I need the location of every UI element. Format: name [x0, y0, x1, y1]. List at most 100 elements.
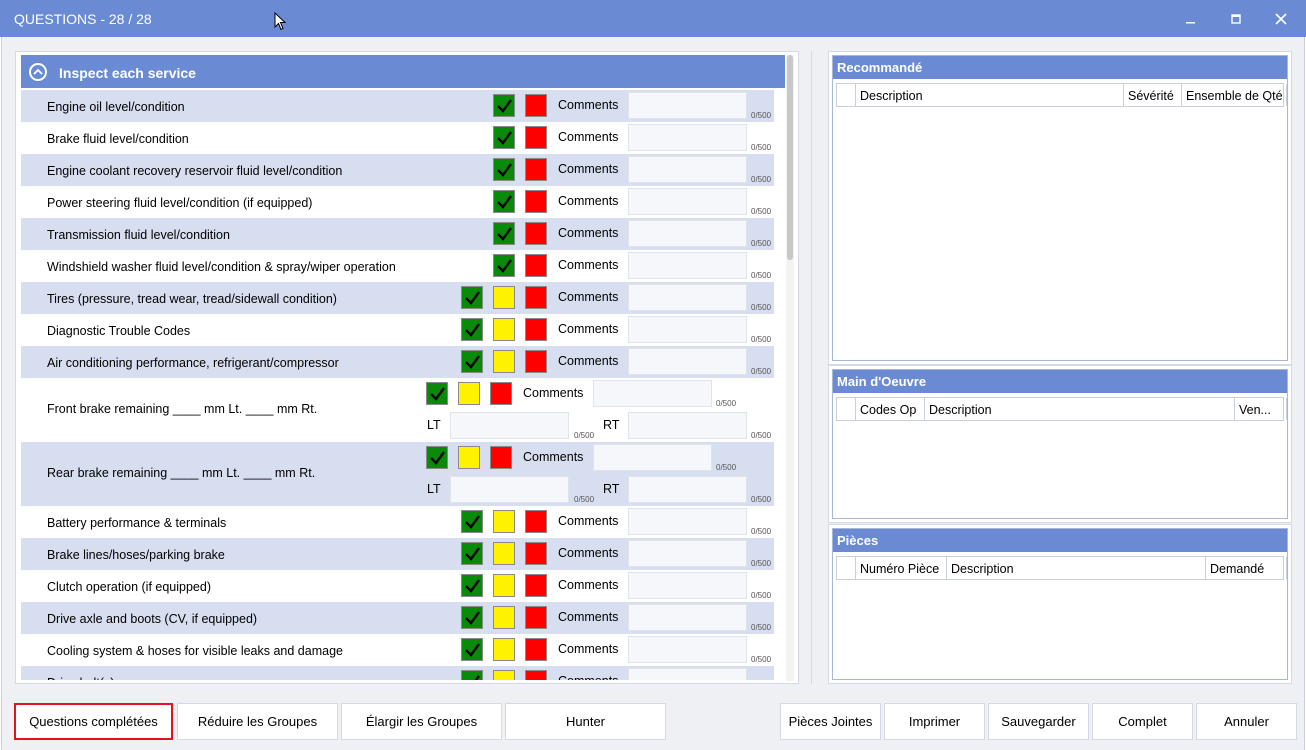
- attention-checkbox[interactable]: [493, 286, 515, 309]
- close-icon[interactable]: [1266, 7, 1296, 31]
- comments-input[interactable]: [628, 668, 747, 680]
- imprimer-button[interactable]: Imprimer: [884, 703, 985, 740]
- fail-checkbox[interactable]: [525, 222, 547, 245]
- column-header-description[interactable]: Description: [947, 557, 1206, 579]
- column-header-ven[interactable]: Ven...: [1235, 398, 1287, 420]
- comments-input[interactable]: [628, 252, 747, 279]
- pass-checkbox[interactable]: [493, 126, 515, 149]
- hunter-button[interactable]: Hunter: [505, 703, 666, 740]
- scrollbar-thumb[interactable]: [787, 55, 793, 260]
- comments-input[interactable]: [628, 92, 747, 119]
- annuler-button[interactable]: Annuler: [1196, 703, 1297, 740]
- fail-checkbox[interactable]: [525, 574, 547, 597]
- pass-checkbox[interactable]: [461, 350, 483, 373]
- comments-label: Comments: [558, 226, 619, 240]
- attention-checkbox[interactable]: [493, 542, 515, 565]
- comments-input[interactable]: [628, 572, 747, 599]
- question-row: Cooling system & hoses for visible leaks…: [21, 634, 774, 666]
- maximize-icon[interactable]: [1221, 7, 1251, 31]
- character-counter: 0/500: [751, 303, 772, 312]
- pass-checkbox[interactable]: [493, 222, 515, 245]
- sauvegarder-button[interactable]: Sauvegarder: [988, 703, 1089, 740]
- fail-checkbox[interactable]: [525, 318, 547, 341]
- comments-input[interactable]: [628, 156, 747, 183]
- attention-checkbox[interactable]: [458, 382, 480, 405]
- fail-checkbox[interactable]: [525, 126, 547, 149]
- right-measure-input[interactable]: [628, 412, 747, 439]
- attention-checkbox[interactable]: [458, 446, 480, 469]
- fail-checkbox[interactable]: [525, 670, 547, 680]
- question-list: Engine oil level/condition Comments 0/500 B…: [21, 90, 778, 680]
- comments-input[interactable]: [628, 604, 747, 631]
- questions-completees-button[interactable]: Questions complétées: [14, 703, 173, 740]
- pass-checkbox[interactable]: [426, 446, 448, 469]
- pass-checkbox[interactable]: [461, 510, 483, 533]
- fail-checkbox[interactable]: [525, 638, 547, 661]
- fail-checkbox[interactable]: [525, 254, 547, 277]
- attention-checkbox[interactable]: [493, 606, 515, 629]
- attention-checkbox[interactable]: [493, 670, 515, 680]
- complet-button[interactable]: Complet: [1092, 703, 1193, 740]
- question-label: Brake fluid level/condition: [47, 132, 189, 146]
- attention-checkbox[interactable]: [493, 510, 515, 533]
- chevron-up-circle-icon[interactable]: [29, 63, 47, 81]
- comments-input[interactable]: [628, 540, 747, 567]
- comments-input[interactable]: [628, 316, 747, 343]
- column-header-demande[interactable]: Demandé: [1206, 557, 1287, 579]
- attention-checkbox[interactable]: [493, 574, 515, 597]
- fail-checkbox[interactable]: [525, 286, 547, 309]
- comments-input[interactable]: [628, 636, 747, 663]
- pass-checkbox[interactable]: [493, 254, 515, 277]
- fail-checkbox[interactable]: [525, 542, 547, 565]
- left-measure-input[interactable]: [450, 476, 569, 503]
- minimize-icon[interactable]: [1176, 7, 1206, 31]
- fail-checkbox[interactable]: [490, 382, 512, 405]
- fail-checkbox[interactable]: [525, 158, 547, 181]
- pass-checkbox[interactable]: [461, 318, 483, 341]
- pass-checkbox[interactable]: [461, 606, 483, 629]
- question-row: Diagnostic Trouble Codes Comments 0/500: [21, 314, 774, 346]
- pass-checkbox[interactable]: [493, 158, 515, 181]
- character-counter: 0/500: [751, 367, 772, 376]
- comments-input[interactable]: [593, 380, 712, 407]
- column-header-ensemble-qte[interactable]: Ensemble de Qté: [1182, 84, 1287, 106]
- column-header-description[interactable]: Description: [856, 84, 1124, 106]
- attention-checkbox[interactable]: [493, 638, 515, 661]
- comments-input[interactable]: [593, 444, 712, 471]
- comments-input[interactable]: [628, 348, 747, 375]
- fail-checkbox[interactable]: [525, 190, 547, 213]
- pass-checkbox[interactable]: [461, 574, 483, 597]
- column-header-numero-piece[interactable]: Numéro Pièce: [856, 557, 947, 579]
- reduire-groupes-button[interactable]: Réduire les Groupes: [177, 703, 338, 740]
- fail-checkbox[interactable]: [525, 510, 547, 533]
- fail-checkbox[interactable]: [525, 94, 547, 117]
- attention-checkbox[interactable]: [493, 318, 515, 341]
- pass-checkbox[interactable]: [493, 190, 515, 213]
- column-header-codes-op[interactable]: Codes Op: [856, 398, 925, 420]
- comments-input[interactable]: [628, 124, 747, 151]
- comments-input[interactable]: [628, 284, 747, 311]
- vertical-scrollbar[interactable]: [786, 55, 794, 681]
- comments-input[interactable]: [628, 188, 747, 215]
- comments-input[interactable]: [628, 220, 747, 247]
- right-measure-input[interactable]: [628, 476, 747, 503]
- fail-checkbox[interactable]: [490, 446, 512, 469]
- fail-checkbox[interactable]: [525, 350, 547, 373]
- elargir-groupes-button[interactable]: Élargir les Groupes: [341, 703, 502, 740]
- pass-checkbox[interactable]: [461, 542, 483, 565]
- row-selector-header: [837, 398, 856, 420]
- fail-checkbox[interactable]: [525, 606, 547, 629]
- pass-checkbox[interactable]: [461, 638, 483, 661]
- pass-checkbox[interactable]: [461, 286, 483, 309]
- attention-checkbox[interactable]: [493, 350, 515, 373]
- left-measure-input[interactable]: [450, 412, 569, 439]
- column-header-description[interactable]: Description: [925, 398, 1235, 420]
- column-header-severite[interactable]: Sévérité: [1124, 84, 1182, 106]
- pass-checkbox[interactable]: [493, 94, 515, 117]
- pass-checkbox[interactable]: [426, 382, 448, 405]
- pieces-jointes-button[interactable]: Pièces Jointes: [780, 703, 881, 740]
- group-header[interactable]: Inspect each service: [21, 55, 785, 88]
- comments-input[interactable]: [628, 508, 747, 535]
- pass-checkbox[interactable]: [461, 670, 483, 680]
- comments-label: Comments: [523, 450, 584, 464]
